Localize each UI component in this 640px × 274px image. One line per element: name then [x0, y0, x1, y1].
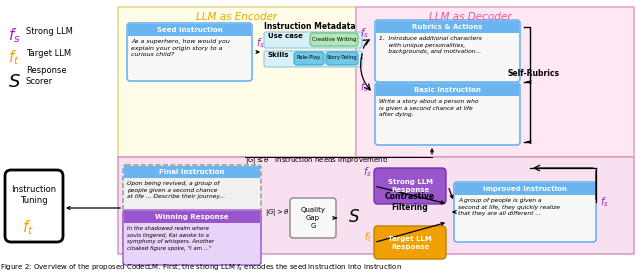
Bar: [127, 24, 252, 36]
Text: Role-Play: Role-Play: [297, 56, 321, 61]
Text: Target LLM: Target LLM: [26, 50, 71, 59]
Text: Instruction Metadata: Instruction Metadata: [264, 22, 356, 31]
Text: LLM as Encoder: LLM as Encoder: [196, 12, 278, 22]
Text: A group of people is given a
second at life, they quickly realize
that they are : A group of people is given a second at l…: [458, 198, 560, 216]
Text: Final Instruction: Final Instruction: [159, 169, 225, 175]
Bar: [118, 7, 356, 157]
FancyBboxPatch shape: [123, 165, 261, 248]
Text: Basic Instruction: Basic Instruction: [414, 87, 481, 93]
Text: Use case: Use case: [268, 33, 303, 39]
Text: $f_t$: $f_t$: [8, 49, 20, 67]
Bar: [376, 21, 520, 33]
Text: LLM as Decoder: LLM as Decoder: [429, 12, 511, 22]
Text: Skills: Skills: [268, 52, 289, 58]
FancyBboxPatch shape: [294, 52, 324, 65]
FancyBboxPatch shape: [375, 20, 520, 82]
Bar: [124, 166, 260, 178]
Bar: [118, 157, 634, 254]
Text: $f_s$: $f_s$: [8, 27, 20, 45]
FancyBboxPatch shape: [310, 33, 358, 46]
Text: Seed Instruction: Seed Instruction: [157, 27, 222, 33]
Text: Contrastive
Filtering: Contrastive Filtering: [385, 192, 435, 212]
Text: Winning Response: Winning Response: [155, 214, 229, 220]
Text: $f_t$: $f_t$: [364, 230, 372, 244]
Text: Instruction
Tuning: Instruction Tuning: [12, 185, 56, 206]
Bar: [376, 84, 520, 96]
Text: In the shadowed realm where
souls lingered, Kai awoke to a
symphony of whispers.: In the shadowed realm where souls linger…: [127, 226, 214, 251]
Text: $S$: $S$: [8, 73, 21, 91]
Text: $|G| \leq \theta$   Instruction needs improvement!: $|G| \leq \theta$ Instruction needs impr…: [245, 155, 388, 166]
Bar: [454, 182, 595, 195]
FancyBboxPatch shape: [264, 51, 362, 67]
Text: $f_s$: $f_s$: [360, 80, 369, 94]
Text: Response
Scorer: Response Scorer: [26, 65, 67, 86]
Text: Improved Instruction: Improved Instruction: [483, 185, 567, 192]
Bar: [124, 211, 260, 223]
Text: $f_s$: $f_s$: [363, 165, 372, 179]
Text: Figure 2: Overview of the proposed CodecLM. First, the strong LLM $f_s$ encodes : Figure 2: Overview of the proposed Codec…: [0, 263, 402, 273]
Text: As a superhero, how would you
explain your origin story to a
curious child?: As a superhero, how would you explain yo…: [131, 39, 230, 57]
Text: –: –: [360, 55, 364, 61]
Text: $S$: $S$: [348, 210, 360, 227]
Text: Quality
Gap
G: Quality Gap G: [301, 207, 326, 229]
Text: Rubrics & Actions: Rubrics & Actions: [412, 24, 483, 30]
FancyBboxPatch shape: [374, 168, 446, 204]
Text: Strong LLM: Strong LLM: [26, 27, 73, 36]
Text: 1.  Introduce additional characters
     with unique personalities,
     backgro: 1. Introduce additional characters with …: [379, 36, 482, 54]
FancyBboxPatch shape: [290, 198, 336, 238]
Text: $f_s$: $f_s$: [256, 36, 265, 50]
Text: $f_s$: $f_s$: [360, 26, 369, 40]
Text: $f_t$: $f_t$: [22, 219, 34, 237]
Text: $f_s$: $f_s$: [600, 195, 609, 209]
Bar: [356, 7, 634, 157]
Text: Write a story about a person who
is given a second chance at life
after dying.: Write a story about a person who is give…: [379, 99, 479, 117]
FancyBboxPatch shape: [374, 226, 446, 259]
Text: Target LLM
Response: Target LLM Response: [388, 235, 432, 250]
FancyBboxPatch shape: [127, 23, 252, 81]
Text: $|G| > \theta$: $|G| > \theta$: [265, 207, 290, 218]
FancyBboxPatch shape: [326, 52, 358, 65]
Text: Self-Rubrics: Self-Rubrics: [508, 68, 560, 78]
Text: Upon being revived, a group of
people given a second chance
at life ... Describe: Upon being revived, a group of people gi…: [127, 181, 225, 199]
FancyBboxPatch shape: [5, 170, 63, 242]
Text: Story-Teling: Story-Teling: [326, 56, 357, 61]
FancyBboxPatch shape: [454, 182, 596, 242]
FancyBboxPatch shape: [264, 32, 362, 48]
FancyBboxPatch shape: [123, 210, 261, 265]
Text: Strong LLM
Response: Strong LLM Response: [387, 179, 433, 193]
Text: Creative Writing: Creative Writing: [312, 36, 356, 41]
FancyBboxPatch shape: [375, 83, 520, 145]
